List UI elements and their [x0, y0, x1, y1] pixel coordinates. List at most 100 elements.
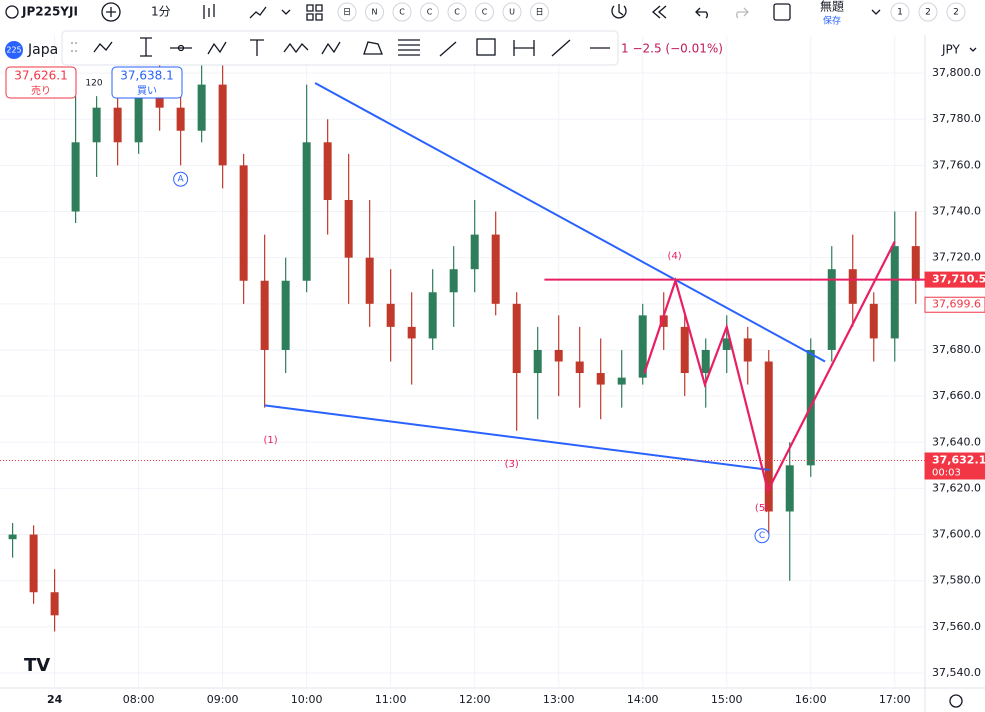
candle-body: [617, 377, 626, 385]
price-tag: [924, 296, 985, 313]
crosshair-tool[interactable]: [140, 37, 152, 57]
candle-body: [575, 361, 584, 374]
chart-button[interactable]: [475, 2, 494, 22]
dropdown[interactable]: [871, 9, 881, 15]
text-tool[interactable]: [250, 39, 264, 56]
candle-body: [491, 234, 500, 304]
elliott-wxy[interactable]: [283, 42, 309, 54]
trendline: [264, 404, 770, 471]
add-symbol[interactable]: [101, 2, 121, 22]
layout-icon[interactable]: [773, 3, 791, 21]
spread: 120: [85, 79, 102, 89]
rect-tool[interactable]: [476, 38, 496, 56]
elliott-impulse[interactable]: [93, 41, 113, 53]
x-tick-label: 10:00: [291, 693, 323, 706]
y-tick-label: 37,800.0: [932, 66, 981, 79]
dropdown[interactable]: [281, 9, 291, 15]
candle-body: [743, 338, 752, 362]
candle-body: [785, 465, 794, 512]
drag-handle[interactable]: [71, 42, 77, 52]
x-tick-label: 11:00: [375, 693, 407, 706]
y-tick-label: 37,560.0: [932, 620, 981, 633]
sell-price[interactable]: 37,626.1: [14, 69, 67, 83]
buy-price[interactable]: 37,638.1: [120, 69, 173, 83]
candle-body: [386, 303, 395, 327]
x-tick-label: 17:00: [879, 693, 911, 706]
chart-button[interactable]: [447, 2, 467, 22]
settings-icon[interactable]: [949, 694, 963, 708]
wave-circle-label: A: [178, 175, 185, 185]
alert-icon[interactable]: [611, 4, 627, 19]
elliott-abc[interactable]: [207, 41, 227, 55]
chart-button[interactable]: [530, 2, 549, 22]
candle-body: [659, 315, 668, 327]
layout-button-label[interactable]: 1: [897, 8, 903, 18]
dropdown[interactable]: [969, 47, 977, 52]
line-tool[interactable]: [551, 39, 571, 57]
range-tool[interactable]: [513, 40, 535, 56]
candle-body: [407, 326, 416, 339]
x-tick-label: 15:00: [711, 693, 743, 706]
candle-body: [113, 107, 122, 143]
y-tick-label: 37,640.0: [932, 435, 981, 448]
indicators-icon[interactable]: [249, 6, 267, 19]
wave-circle: [173, 171, 189, 187]
wave-label: (4): [668, 251, 682, 262]
currency[interactable]: JPY: [941, 43, 961, 57]
trend-tool[interactable]: [439, 41, 457, 57]
legend: 225 Japa 1 −2.5 (−0.01%) 37,626.1 売り 120…: [5, 41, 723, 676]
redo[interactable]: [736, 7, 749, 19]
layout-button[interactable]: [918, 2, 938, 22]
elliott-ae[interactable]: [321, 41, 341, 55]
candle-body: [239, 165, 248, 281]
symbol[interactable]: JP225YJI: [21, 5, 78, 19]
candle-body: [176, 107, 185, 131]
wave-label: (5): [755, 503, 769, 514]
plus-icon: [106, 7, 116, 17]
sell-label[interactable]: 売り: [31, 84, 51, 97]
undo[interactable]: [695, 7, 708, 19]
candle-type-icon[interactable]: [203, 4, 215, 19]
search-icon[interactable]: [5, 5, 19, 19]
chart-button-label[interactable]: C: [482, 8, 488, 17]
interval[interactable]: 1分: [151, 5, 171, 19]
candle-body: [512, 303, 521, 374]
chart-button-label[interactable]: C: [427, 8, 433, 17]
candle-body: [848, 269, 857, 304]
chart-button[interactable]: [392, 2, 412, 22]
chart-button[interactable]: [502, 2, 522, 22]
layout-button[interactable]: [946, 2, 966, 22]
buy-button[interactable]: [111, 66, 183, 99]
chart-button[interactable]: [337, 2, 357, 22]
chart-button-label[interactable]: U: [509, 8, 515, 17]
wave-label: (3): [505, 459, 519, 470]
pattern-tool[interactable]: [363, 41, 383, 55]
candle-body: [533, 349, 542, 374]
fib-tool[interactable]: [398, 39, 420, 56]
candle-body: [869, 303, 878, 339]
chart-button[interactable]: [365, 2, 384, 22]
chart-button-label[interactable]: C: [399, 8, 405, 17]
templates-icon[interactable]: [306, 4, 323, 21]
price-tag-label: 37,710.5: [932, 273, 985, 286]
sell-button[interactable]: [5, 66, 77, 99]
replay-icon[interactable]: [652, 5, 667, 19]
price-tag: [924, 271, 985, 288]
chart-button[interactable]: [420, 2, 439, 22]
chart-button-label[interactable]: C: [454, 8, 460, 17]
candle-body: [764, 361, 773, 512]
chart-button-label[interactable]: 日: [536, 8, 544, 17]
chart-button-label[interactable]: N: [372, 8, 378, 17]
candle-body: [890, 246, 899, 339]
layout-buttons: 1 2 2: [890, 2, 966, 22]
chart-title[interactable]: 無題: [820, 0, 844, 14]
save-label[interactable]: 保存: [823, 15, 841, 27]
buy-label[interactable]: 買い: [137, 85, 157, 97]
layout-button-label[interactable]: 2: [953, 8, 959, 18]
layout-button[interactable]: [890, 2, 910, 22]
candle-body: [680, 326, 689, 374]
chart-button-label[interactable]: 日: [343, 8, 351, 17]
layout-button-label[interactable]: 2: [925, 8, 931, 18]
